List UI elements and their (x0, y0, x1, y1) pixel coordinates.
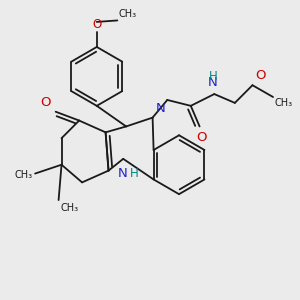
Text: N: N (118, 167, 128, 180)
Text: CH₃: CH₃ (119, 9, 137, 19)
Text: O: O (196, 131, 206, 144)
Text: O: O (255, 69, 266, 82)
Text: N: N (155, 102, 165, 115)
Text: CH₃: CH₃ (274, 98, 292, 109)
Text: CH₃: CH₃ (60, 203, 78, 213)
Text: O: O (92, 18, 101, 31)
Text: CH₃: CH₃ (14, 170, 32, 180)
Text: O: O (41, 96, 51, 109)
Text: H: H (130, 167, 138, 180)
Text: H: H (208, 70, 217, 83)
Text: N: N (208, 76, 218, 89)
